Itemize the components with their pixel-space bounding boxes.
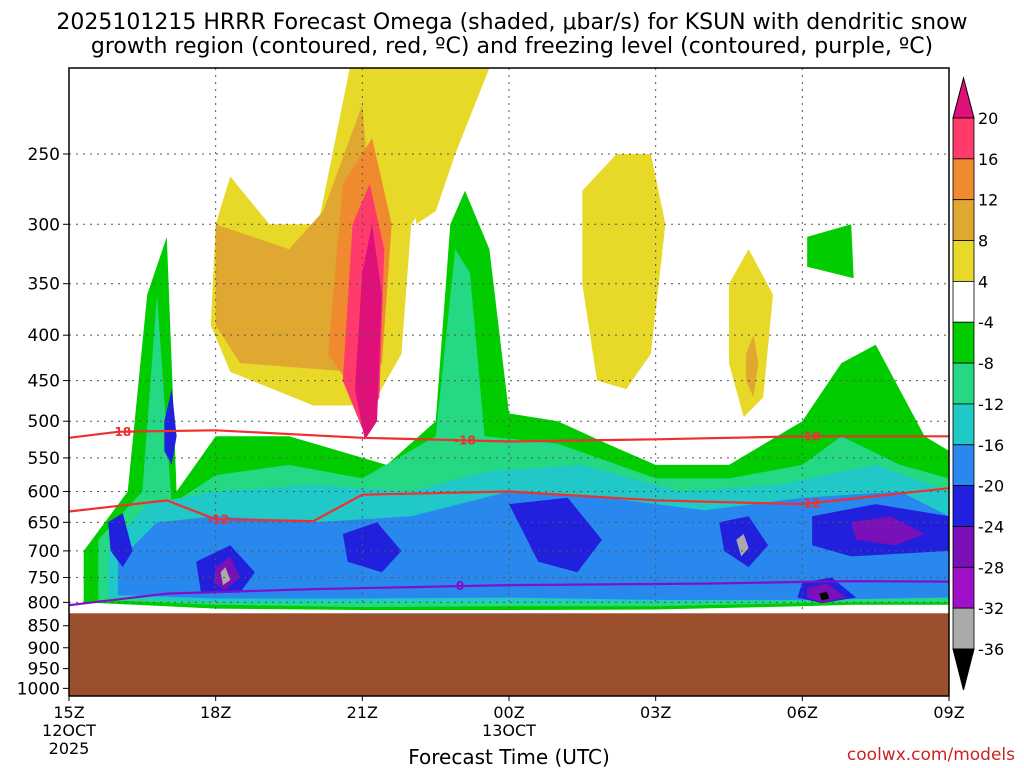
y-tick-label-250: 250 bbox=[28, 145, 60, 165]
colorbar-swatch--32 bbox=[952, 607, 975, 650]
colorbar-label--32: -32 bbox=[978, 599, 1004, 618]
x-tick-label-00Z: 00Z bbox=[493, 703, 524, 722]
region-orange-right bbox=[746, 335, 759, 398]
colorbar-label--12: -12 bbox=[978, 395, 1004, 414]
region-magenta-core bbox=[355, 224, 382, 440]
colorbar-bottom-arrow bbox=[952, 648, 975, 691]
contour-freezing-level bbox=[69, 579, 949, 607]
colorbar-top-arrow bbox=[952, 76, 975, 119]
y-tick-label-750: 750 bbox=[28, 568, 60, 588]
x-axis-label: Forecast Time (UTC) bbox=[408, 745, 610, 768]
colorbar-label-16: 16 bbox=[978, 150, 998, 169]
x-tick-label-09Z: 09Z bbox=[933, 703, 964, 722]
x-tick-label-03Z: 03Z bbox=[640, 703, 671, 722]
y-tick-label-950: 950 bbox=[28, 660, 60, 680]
x-tick-label-15Z: 15Z bbox=[53, 703, 84, 722]
colorbar-label-12: 12 bbox=[978, 191, 998, 210]
colorbar-swatch--16 bbox=[952, 444, 975, 487]
contour-label-dgz-bottom-1: -12 bbox=[799, 496, 821, 510]
contour-label-dgz-top-0: -18 bbox=[109, 425, 131, 439]
x-tick-year-15Z: 2025 bbox=[49, 739, 90, 758]
colorbar-label--16: -16 bbox=[978, 436, 1004, 455]
y-tick-label-650: 650 bbox=[28, 513, 60, 533]
contour-label-dgz-top-1: -18 bbox=[454, 433, 476, 447]
chart-title-line1: 2025101215 HRRR Forecast Omega (shaded, … bbox=[56, 10, 967, 35]
omega-shaded-regions bbox=[83, 68, 949, 610]
region-cell-8 bbox=[164, 389, 177, 465]
terrain-below-surface bbox=[69, 613, 949, 696]
x-tick-label-18Z: 18Z bbox=[200, 703, 231, 722]
y-tick-label-900: 900 bbox=[28, 639, 60, 659]
region-cell-4 bbox=[509, 497, 602, 573]
region-purple-2 bbox=[851, 516, 925, 546]
y-tick-label-450: 450 bbox=[28, 372, 60, 392]
x-tick-date-00Z: 13OCT bbox=[482, 721, 536, 740]
colorbar-label--36: -36 bbox=[978, 640, 1004, 659]
region-cell-1 bbox=[108, 513, 133, 568]
colorbar-swatch--20 bbox=[952, 485, 975, 527]
colorbar-label-20: 20 bbox=[978, 109, 998, 128]
colorbar-label--4: -4 bbox=[978, 313, 994, 332]
colorbar-label--28: -28 bbox=[978, 558, 1004, 577]
x-tick-label-21Z: 21Z bbox=[347, 703, 378, 722]
contour-dgz-top bbox=[69, 429, 949, 443]
colorbar-swatch-4 bbox=[952, 280, 975, 323]
colorbar-swatch--24 bbox=[952, 526, 975, 568]
region-cell-3 bbox=[342, 522, 402, 573]
colorbar-swatch-8 bbox=[952, 240, 975, 282]
colorbar-label--20: -20 bbox=[978, 477, 1004, 496]
colorbar-swatch-20 bbox=[952, 117, 975, 160]
colorbar-swatch--8 bbox=[952, 362, 975, 405]
colorbar-label-4: 4 bbox=[978, 272, 988, 291]
region-gray-1 bbox=[736, 534, 749, 557]
contour-label-freezing-level-0: 0 bbox=[456, 579, 464, 593]
region-yellow-right bbox=[729, 249, 773, 418]
region-gray-2 bbox=[220, 567, 231, 586]
source-credit: coolwx.com/models bbox=[847, 745, 1015, 765]
colorbar-swatch--28 bbox=[952, 566, 975, 609]
colorbar-swatch--4 bbox=[952, 321, 975, 364]
y-tick-label-800: 800 bbox=[28, 593, 60, 613]
chart-title-line2: growth region (contoured, red, ºC) and f… bbox=[91, 34, 933, 59]
x-tick-date-15Z: 12OCT bbox=[42, 721, 96, 740]
colorbar-swatch-12 bbox=[952, 199, 975, 241]
y-tick-label-600: 600 bbox=[28, 482, 60, 502]
colorbar-swatch--12 bbox=[952, 403, 975, 446]
contour-label-dgz-bottom-0: -12 bbox=[207, 512, 229, 526]
region-green-box bbox=[807, 224, 854, 279]
contour-lines: -18 -18 -18 -12 -12 0 bbox=[69, 425, 949, 607]
y-tick-label-400: 400 bbox=[28, 326, 60, 346]
y-tick-label-1000: 1000 bbox=[17, 679, 60, 699]
colorbar-label--8: -8 bbox=[978, 354, 994, 373]
y-tick-label-300: 300 bbox=[28, 215, 60, 235]
y-tick-label-550: 550 bbox=[28, 449, 60, 469]
y-tick-label-700: 700 bbox=[28, 542, 60, 562]
y-axis-ticks: 2503003504004505005506006507007508008509… bbox=[17, 145, 69, 699]
contour-label-dgz-top-2: -18 bbox=[799, 429, 821, 443]
colorbar-label-8: 8 bbox=[978, 232, 988, 251]
y-tick-label-350: 350 bbox=[28, 275, 60, 295]
x-tick-label-06Z: 06Z bbox=[787, 703, 818, 722]
region-yellow-top bbox=[411, 68, 490, 225]
colorbar-swatch-16 bbox=[952, 158, 975, 201]
region-black-spot bbox=[819, 591, 830, 601]
colorbar-label--24: -24 bbox=[978, 517, 1004, 536]
contour-dgz-bottom bbox=[69, 487, 949, 523]
y-tick-label-500: 500 bbox=[28, 412, 60, 432]
y-tick-label-850: 850 bbox=[28, 617, 60, 637]
region-yellow-mid bbox=[582, 154, 666, 389]
colorbar: 20 16 12 8 4 -4 -8 -12 -16 -20 -24 -28 -32 -36 bbox=[952, 76, 1004, 691]
